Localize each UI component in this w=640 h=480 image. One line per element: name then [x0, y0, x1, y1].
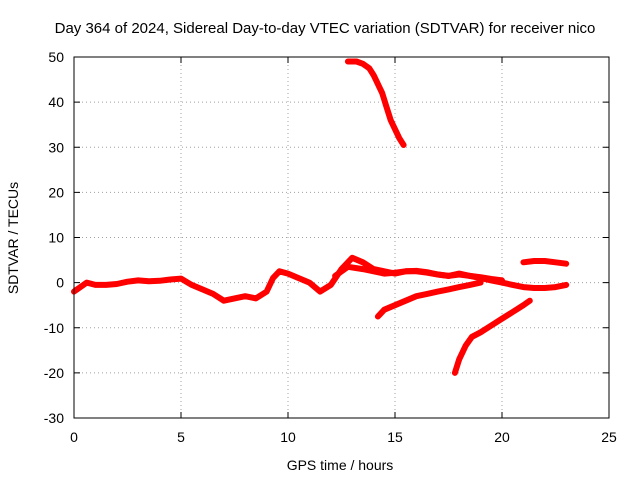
x-axis-title: GPS time / hours: [287, 457, 394, 473]
axis-ticks: 0 5 10 15 20 25 -30 -20 -10 0 10 20 30 40 50: [44, 49, 617, 445]
y-tick-label: -30: [44, 410, 64, 426]
x-tick-label: 5: [177, 429, 185, 445]
y-tick-label: 10: [48, 230, 64, 246]
x-tick-label: 25: [601, 429, 617, 445]
series-line-high-segment: [344, 58, 407, 148]
x-tick-label: 15: [387, 429, 403, 445]
series-line-lower-branch: [374, 279, 484, 320]
y-tick-label: 0: [56, 275, 64, 291]
y-tick-label: 50: [48, 49, 64, 65]
series-line-rising-branch: [451, 297, 533, 376]
chart-title: Day 364 of 2024, Sidereal Day-to-day VTE…: [55, 20, 596, 37]
y-tick-label: 40: [48, 94, 64, 110]
y-tick-label: 30: [48, 139, 64, 155]
y-tick-label: -10: [44, 320, 64, 336]
data-series: [71, 58, 570, 376]
series-line-upper-branch: [332, 263, 505, 284]
y-axis-title: SDTVAR / TECUs: [5, 182, 21, 294]
x-tick-label: 20: [494, 429, 510, 445]
series-line-late-segment: [520, 258, 570, 267]
x-tick-label: 0: [70, 429, 78, 445]
x-tick-label: 10: [280, 429, 296, 445]
y-tick-label: -20: [44, 365, 64, 381]
y-tick-label: 20: [48, 184, 64, 200]
grid-lines: [74, 57, 609, 418]
